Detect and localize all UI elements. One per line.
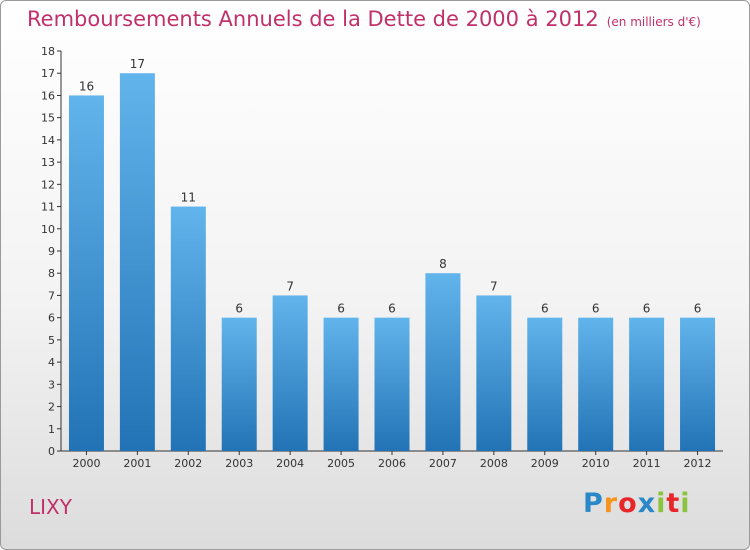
- y-tick-label: 16: [41, 89, 55, 102]
- y-tick-label: 4: [48, 356, 55, 369]
- chart-title-text: Remboursements Annuels de la Dette de 20…: [27, 7, 599, 31]
- bar: [323, 317, 359, 451]
- logo-letter: P: [583, 488, 604, 519]
- chart-title: Remboursements Annuels de la Dette de 20…: [27, 7, 701, 31]
- x-tick-label: 2003: [225, 457, 253, 470]
- y-tick-label: 15: [41, 112, 55, 125]
- bar: [68, 95, 104, 451]
- data-label: 6: [592, 302, 600, 316]
- bar: [629, 317, 665, 451]
- x-tick-label: 2010: [582, 457, 610, 470]
- bar: [680, 317, 716, 451]
- y-tick-label: 3: [48, 378, 55, 391]
- y-tick-label: 17: [41, 67, 55, 80]
- y-tick-label: 11: [41, 201, 55, 214]
- x-tick-label: 2009: [531, 457, 559, 470]
- logo-letter: x: [637, 488, 657, 519]
- bar: [272, 295, 308, 451]
- x-tick-label: 2012: [684, 457, 712, 470]
- bar: [119, 73, 155, 451]
- y-tick-label: 10: [41, 223, 55, 236]
- x-tick-label: 2002: [174, 457, 202, 470]
- y-tick-label: 8: [48, 267, 55, 280]
- logo-letter: i: [656, 488, 667, 519]
- logo-letter: r: [603, 488, 619, 519]
- y-tick-label: 14: [41, 134, 55, 147]
- data-label: 16: [79, 79, 94, 93]
- y-tick-label: 2: [48, 401, 55, 414]
- x-tick-label: 2001: [123, 457, 151, 470]
- x-tick-label: 2000: [72, 457, 100, 470]
- data-label: 11: [181, 191, 196, 205]
- data-label: 17: [130, 57, 145, 71]
- data-label: 6: [694, 302, 702, 316]
- y-tick-label: 12: [41, 178, 55, 191]
- bar: [374, 317, 410, 451]
- logo-letter: i: [680, 488, 691, 519]
- data-label: 6: [643, 302, 651, 316]
- chart-bars: [68, 73, 716, 451]
- bar: [527, 317, 563, 451]
- data-label: 6: [388, 302, 396, 316]
- y-tick-label: 13: [41, 156, 55, 169]
- data-label: 7: [286, 279, 294, 293]
- x-tick-label: 2008: [480, 457, 508, 470]
- x-tick-label: 2004: [276, 457, 304, 470]
- x-tick-label: 2007: [429, 457, 457, 470]
- logo-letter: t: [666, 488, 681, 519]
- bar: [578, 317, 614, 451]
- x-tick-label: 2006: [378, 457, 406, 470]
- proxiti-logo[interactable]: Proxiti: [583, 488, 691, 519]
- data-label: 6: [337, 302, 345, 316]
- bar: [476, 295, 512, 451]
- bar: [425, 273, 461, 451]
- x-tick-label: 2005: [327, 457, 355, 470]
- chart-labels: 16 17 11 6 7 6 6 8 7 6 6 6 6: [79, 57, 702, 315]
- logo-letter: o: [618, 488, 638, 519]
- y-tick-label: 6: [48, 312, 55, 325]
- data-label: 7: [490, 279, 498, 293]
- bar: [221, 317, 257, 451]
- y-tick-label: 18: [41, 45, 55, 58]
- unit-label: (en milliers d'€): [606, 15, 701, 29]
- x-tick-label: 2011: [633, 457, 661, 470]
- data-label: 6: [541, 302, 549, 316]
- y-tick-label: 5: [48, 334, 55, 347]
- data-label: 6: [235, 302, 243, 316]
- y-tick-label: 0: [48, 445, 55, 458]
- bar: [170, 206, 206, 451]
- y-tick-label: 9: [48, 245, 55, 258]
- commune-name: LIXY: [29, 495, 72, 519]
- y-tick-label: 7: [48, 289, 55, 302]
- data-label: 8: [439, 257, 447, 271]
- y-tick-label: 1: [48, 423, 55, 436]
